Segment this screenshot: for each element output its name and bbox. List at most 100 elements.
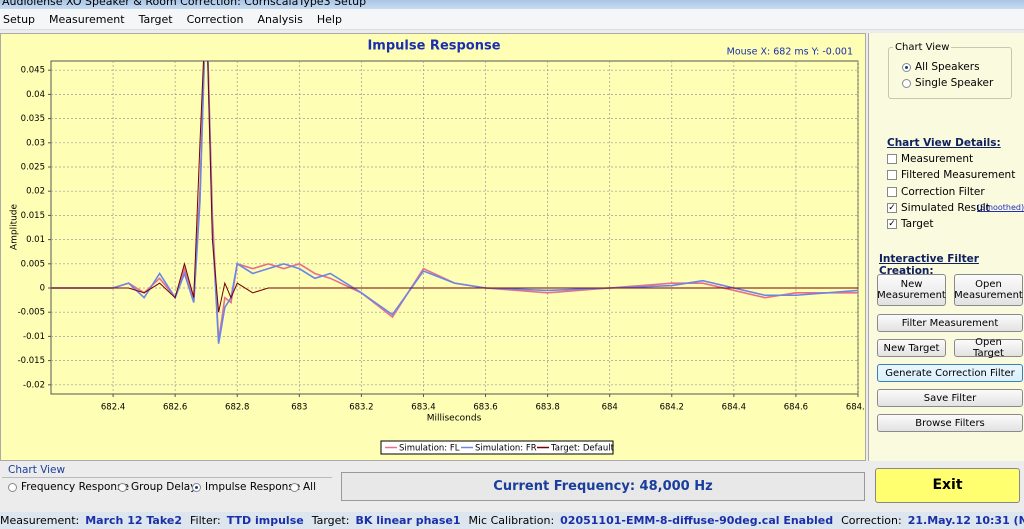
legend-label: Target: Default — [550, 444, 615, 454]
status-value: March 12 Take2 — [85, 514, 182, 527]
plot-area — [50, 60, 859, 395]
x-tick-label: 683.2 — [349, 403, 373, 413]
checkbox-option[interactable]: Correction Filter — [887, 186, 985, 198]
y-tick-label: -0.01 — [23, 332, 45, 342]
legend-label: Simulation: FR — [475, 444, 537, 454]
series-line — [51, 61, 858, 344]
button[interactable]: New Target — [877, 339, 946, 357]
y-tick-label: 0 — [40, 284, 45, 294]
status-value: 02051101-EMM-8-diffuse-90deg.cal Enabled — [560, 514, 834, 527]
chart-panel: Impulse Response Mouse X: 682 ms Y: -0.0… — [0, 33, 870, 461]
status-label: Measurement: — [0, 514, 80, 527]
status-bar: Measurement: March 12 Take2 Filter: TTD imp… — [0, 512, 1024, 529]
x-tick-label: 684.2 — [660, 403, 684, 413]
menu-item[interactable]: Help — [316, 12, 342, 26]
chart-title: Impulse Response — [367, 39, 500, 54]
menu-item[interactable]: Setup — [3, 12, 36, 26]
radio-label: Frequency Response — [21, 481, 130, 493]
checkbox-label: Correction Filter — [901, 185, 985, 198]
checkbox-option[interactable]: Filtered Measurement — [887, 169, 1015, 181]
menu-item[interactable]: Measurement — [49, 12, 125, 26]
checkbox[interactable]: ✓ — [887, 219, 897, 230]
radio-option[interactable]: Single Speaker — [902, 77, 993, 89]
status-value: BK linear phase1 — [355, 514, 461, 527]
checkbox-option[interactable]: ✓ Simulated Result — [887, 202, 990, 214]
radio-button[interactable] — [118, 482, 127, 492]
checkbox-label: Simulated Result — [901, 201, 990, 214]
view-option[interactable]: Impulse Response — [192, 481, 300, 493]
y-tick-label: 0.04 — [26, 90, 45, 100]
series-line — [51, 61, 858, 342]
button[interactable]: Save Filter — [877, 389, 1023, 407]
x-tick-label: 684.8 — [846, 403, 865, 413]
series-line — [51, 61, 858, 313]
chart-view-group — [888, 47, 1012, 99]
radio-label: Group Delay — [131, 481, 197, 493]
separator — [2, 477, 332, 478]
exit-button[interactable]: Exit — [875, 468, 1020, 503]
button[interactable]: Open Target — [954, 337, 1023, 359]
y-tick-label: 0.02 — [26, 187, 45, 197]
y-tick-label: 0.045 — [21, 66, 45, 76]
y-tick-label: 0.005 — [21, 259, 45, 269]
button[interactable]: New Measurement — [877, 274, 946, 306]
radio-button[interactable] — [902, 62, 911, 72]
y-tick-label: -0.02 — [23, 380, 45, 390]
view-option[interactable]: Frequency Response — [8, 481, 129, 493]
menu-item[interactable]: Analysis — [257, 12, 303, 26]
section-title: Chart View Details: — [887, 137, 1001, 149]
checkbox[interactable] — [887, 170, 897, 181]
button[interactable]: Filter Measurement — [877, 314, 1023, 332]
radio-label: Impulse Response — [205, 481, 301, 493]
status-label: Filter: — [190, 514, 221, 527]
x-tick-label: 683 — [291, 403, 307, 413]
radio-button[interactable] — [192, 482, 201, 492]
menu-item[interactable]: Target — [138, 12, 173, 26]
legend — [380, 440, 614, 455]
status-label: Correction: — [841, 514, 902, 527]
title-bar: Audiolense XO Speaker & Room Correction:… — [0, 0, 1024, 9]
radio-button[interactable] — [8, 482, 17, 492]
button[interactable]: Browse Filters — [877, 414, 1023, 432]
chart: Impulse Response Mouse X: 682 ms Y: -0.0… — [10, 39, 870, 455]
radio-label: All Speakers — [915, 61, 980, 73]
status-value: 21.May.12 10:31 (Not filed) — [907, 514, 1024, 527]
radio-option[interactable]: All Speakers — [902, 61, 980, 73]
x-tick-label: 683.6 — [473, 403, 497, 413]
x-tick-label: 683.8 — [535, 403, 559, 413]
y-tick-label: 0.03 — [26, 138, 45, 148]
status-value: TTD impulse — [226, 514, 304, 527]
checkbox-label: Filtered Measurement — [901, 169, 1016, 182]
mouse-readout: Mouse X: 682 ms Y: -0.001 — [727, 47, 853, 58]
radio-label: Single Speaker — [915, 77, 994, 89]
menu-bar: Setup Measurement Target Correction Analysis… — [0, 9, 1024, 30]
y-tick-label: 0.015 — [21, 211, 45, 221]
menu-item[interactable]: Correction — [186, 12, 244, 26]
button[interactable]: Generate Correction Filter — [877, 364, 1023, 382]
checkbox[interactable] — [887, 186, 897, 197]
right-panel: Chart View Chart View Details: (Smoothed… — [868, 33, 1024, 461]
radio-button[interactable] — [902, 78, 911, 88]
checkbox[interactable] — [887, 154, 897, 164]
checkbox-label: Measurement — [901, 153, 974, 165]
radio-button[interactable] — [290, 482, 299, 492]
legend-label: Simulation: FL — [399, 444, 460, 454]
x-tick-label: 683.4 — [411, 403, 435, 413]
y-tick-label: 0.025 — [21, 162, 45, 172]
checkbox[interactable]: ✓ — [887, 202, 897, 213]
button[interactable]: Open Measurement — [954, 274, 1023, 306]
x-axis-label: Milliseconds — [427, 414, 482, 424]
checkbox-option[interactable]: Measurement — [887, 153, 973, 165]
radio-label: All — [303, 481, 317, 493]
status-label: Mic Calibration: — [468, 514, 555, 527]
status-label: Target: — [311, 514, 350, 527]
view-option[interactable]: All — [290, 481, 316, 493]
current-frequency: Current Frequency: 48,000 Hz — [341, 472, 865, 501]
view-option[interactable]: Group Delay — [118, 481, 196, 493]
checkbox-label: Target — [901, 218, 934, 231]
bottom-group-title: Chart View — [8, 464, 66, 476]
smoothed-link[interactable]: (Smoothed) — [977, 203, 1024, 212]
checkbox-option[interactable]: ✓ Target — [887, 218, 933, 230]
y-tick-label: 0.035 — [21, 114, 45, 124]
